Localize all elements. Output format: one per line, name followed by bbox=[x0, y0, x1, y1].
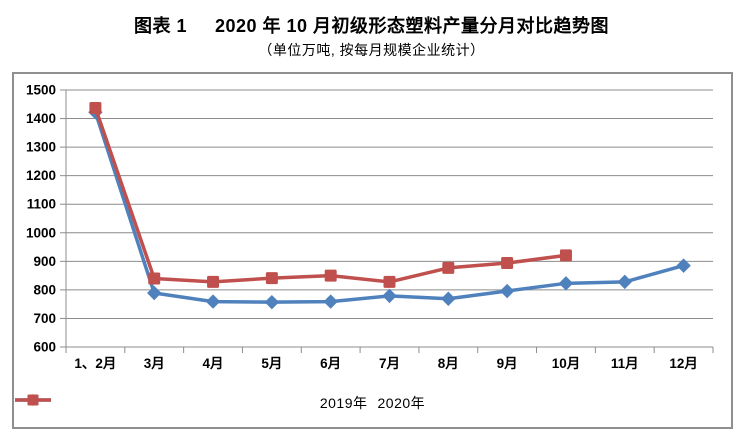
page-title: 图表 1 2020 年 10 月初级形态塑料产量分月对比趋势图 bbox=[0, 12, 743, 38]
series-line-1 bbox=[93, 106, 568, 284]
data-point-marker bbox=[559, 249, 572, 262]
x-axis-label: 12月 bbox=[669, 356, 698, 371]
data-point-marker bbox=[205, 294, 221, 309]
data-point-marker bbox=[324, 269, 337, 282]
y-axis-label: 700 bbox=[33, 311, 56, 326]
legend-square-swatch-icon bbox=[15, 394, 51, 406]
data-point-marker bbox=[323, 294, 338, 309]
y-axis-label: 1000 bbox=[26, 225, 56, 240]
data-point-marker bbox=[89, 101, 102, 114]
data-point-marker bbox=[147, 285, 162, 301]
x-axis-label: 8月 bbox=[438, 356, 459, 371]
y-axis-label: 1500 bbox=[26, 83, 56, 98]
data-point-marker bbox=[676, 258, 691, 273]
data-point-marker bbox=[264, 294, 280, 310]
y-axis-label: 600 bbox=[33, 340, 56, 355]
legend-label-1: 2020年 bbox=[377, 395, 426, 411]
data-point-marker bbox=[383, 275, 396, 288]
x-axis-label: 5月 bbox=[261, 356, 282, 371]
chart-subtitle: （单位万吨, 按每月规模企业统计） bbox=[258, 42, 485, 58]
chart-frame: 600 700 800 900 1000 1100 1200 1300 1400 1500 1、2月… bbox=[12, 72, 733, 429]
data-point-marker bbox=[501, 257, 514, 270]
data-point-marker bbox=[499, 283, 515, 299]
data-point-marker bbox=[442, 261, 455, 274]
figure-label: 图表 1 bbox=[133, 16, 187, 36]
data-point-marker bbox=[382, 288, 397, 304]
data-point-marker bbox=[617, 274, 632, 290]
x-axis-label: 7月 bbox=[379, 356, 400, 371]
y-axis-label: 800 bbox=[33, 282, 56, 297]
y-axis-label: 1400 bbox=[26, 111, 56, 126]
data-point-marker bbox=[148, 272, 161, 285]
line-chart-plot: 600 700 800 900 1000 1100 1200 1300 1400 1500 1、2月… bbox=[26, 83, 714, 371]
x-axis-label: 11月 bbox=[611, 356, 639, 371]
data-point-marker bbox=[265, 272, 278, 285]
legend-item-0: 2019年 bbox=[15, 393, 368, 413]
chart-title-text: 2020 年 10 月初级形态塑料产量分月对比趋势图 bbox=[214, 16, 610, 36]
legend-label-0: 2019年 bbox=[319, 395, 368, 411]
data-point-marker bbox=[207, 275, 220, 288]
y-axis-label: 1300 bbox=[26, 140, 56, 155]
y-axis-label: 900 bbox=[33, 254, 56, 269]
x-axis-label: 6月 bbox=[320, 356, 341, 371]
x-axis-label: 9月 bbox=[497, 356, 518, 371]
series-line-0 bbox=[93, 110, 686, 304]
x-axis-label: 1、2月 bbox=[74, 356, 116, 371]
x-axis-label: 4月 bbox=[203, 356, 224, 371]
legend-item-1: 2020年 bbox=[15, 393, 426, 413]
chart-legend: 2019年 2020年 bbox=[14, 392, 731, 414]
y-axis-label: 1100 bbox=[27, 197, 56, 212]
data-point-marker bbox=[558, 276, 574, 291]
y-axis-label: 1200 bbox=[26, 168, 56, 183]
data-point-marker bbox=[441, 291, 456, 306]
x-axis-label: 3月 bbox=[144, 356, 165, 371]
x-axis-label: 10月 bbox=[552, 356, 581, 371]
